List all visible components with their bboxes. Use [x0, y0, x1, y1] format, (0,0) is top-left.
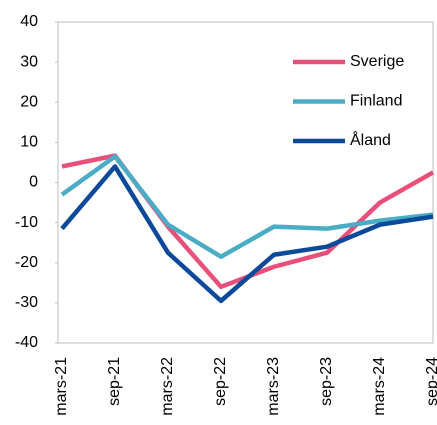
y-tick-label: 10: [20, 134, 38, 151]
x-tick-label: sep-21: [106, 357, 123, 406]
x-tick-label: sep-24: [424, 357, 437, 406]
y-tick-label: 40: [20, 13, 38, 30]
x-tick-label: mars-21: [53, 357, 70, 416]
line-series: [60, 154, 434, 259]
y-tick-label: -10: [15, 214, 38, 231]
x-tick-label: mars-22: [159, 357, 176, 416]
y-tick-label: 30: [20, 53, 38, 70]
legend-label: Åland: [350, 130, 391, 149]
line-series: [60, 164, 434, 304]
x-tick-label: mars-24: [371, 357, 388, 416]
y-tick-label: 0: [29, 174, 38, 191]
legend-label: Finland: [350, 93, 402, 110]
x-tick-label: sep-23: [318, 357, 335, 406]
y-tick-label: 20: [20, 93, 38, 110]
x-tick-label: mars-23: [265, 357, 282, 416]
y-tick-label: -40: [15, 334, 38, 351]
legend-label: Sverige: [350, 53, 404, 70]
x-tick-label: sep-22: [212, 357, 229, 406]
y-tick-label: -20: [15, 254, 38, 271]
y-tick-label: -30: [15, 294, 38, 311]
